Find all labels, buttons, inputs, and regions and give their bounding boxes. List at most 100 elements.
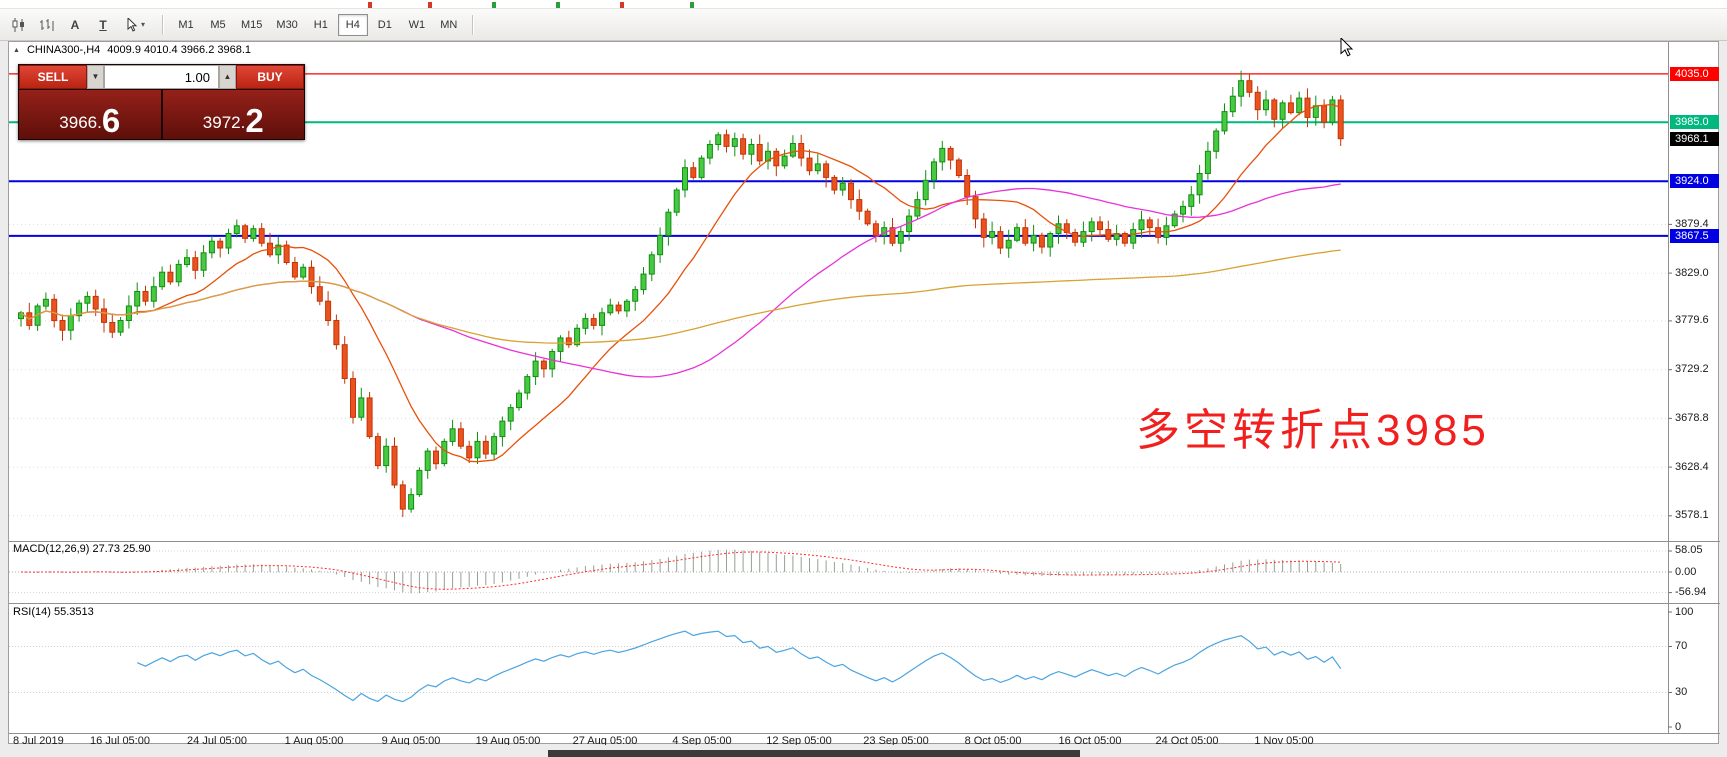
timeframe-h1-button[interactable]: H1 <box>306 14 336 36</box>
candle <box>1296 97 1303 114</box>
timeframe-m1-button[interactable]: M1 <box>171 14 201 36</box>
collapse-triangle-icon[interactable]: ▲ <box>13 46 20 54</box>
candlestick-chart-icon[interactable] <box>6 13 32 37</box>
candle <box>889 227 896 244</box>
volume-increase-button[interactable]: ▲ <box>219 65 236 89</box>
candle <box>1204 150 1211 175</box>
date-tick-label: 16 Oct 05:00 <box>1058 735 1122 747</box>
candle <box>283 244 290 264</box>
rsi-axis-label: 0 <box>1675 721 1682 733</box>
mouse-cursor <box>1340 38 1354 57</box>
bottom-strip <box>0 745 1727 757</box>
candle <box>947 147 954 161</box>
chart-canvas[interactable] <box>9 42 1720 745</box>
macd-pane <box>9 549 1668 594</box>
price-tick-label: 3829.0 <box>1675 267 1709 279</box>
grid-lines <box>9 223 1668 517</box>
candle <box>308 266 315 288</box>
candle <box>1329 99 1336 123</box>
timeframe-m15-button[interactable]: M15 <box>235 14 268 36</box>
ask-price[interactable]: 3972. 2 <box>162 90 304 139</box>
candle <box>773 150 780 167</box>
candle <box>590 318 597 326</box>
candle <box>1088 221 1095 233</box>
chevron-down-icon: ▾ <box>140 20 145 29</box>
level-price-label: 3985.0 <box>1670 115 1719 129</box>
candle <box>51 298 58 322</box>
one-click-trading-panel: SELL ▼ ▲ BUY 3966.6 3972.2 <box>18 64 305 140</box>
candle <box>159 271 166 288</box>
cursor-mode-icon[interactable]: ▾ <box>118 13 154 37</box>
candle <box>516 392 522 409</box>
volume-input[interactable] <box>104 65 219 89</box>
candle <box>1097 221 1103 231</box>
candle <box>242 225 249 239</box>
trade-controls-row: SELL ▼ ▲ BUY <box>19 65 304 89</box>
volume-decrease-button[interactable]: ▼ <box>87 65 104 89</box>
timeframe-w1-button[interactable]: W1 <box>402 14 432 36</box>
timeframe-mn-button[interactable]: MN <box>434 14 464 36</box>
candle <box>856 199 863 212</box>
candle <box>565 337 572 346</box>
rsi-pane <box>9 630 1668 703</box>
timeframe-m5-button[interactable]: M5 <box>203 14 233 36</box>
timeframe-m30-button[interactable]: M30 <box>270 14 303 36</box>
clipped-green-quote <box>690 2 694 8</box>
candle <box>640 273 647 291</box>
date-tick-label: 8 Oct 05:00 <box>964 735 1022 747</box>
candle <box>175 263 182 283</box>
candle <box>101 308 107 323</box>
candle <box>250 228 257 239</box>
candle <box>275 244 282 256</box>
candle <box>864 210 871 225</box>
date-tick-label: 27 Aug 05:00 <box>572 735 638 747</box>
timeframe-d1-button[interactable]: D1 <box>370 14 400 36</box>
toolbar-separator <box>471 14 473 35</box>
candle <box>972 196 979 220</box>
candle <box>599 312 605 326</box>
candle <box>200 252 207 271</box>
candle <box>291 262 298 278</box>
candle <box>1180 205 1186 215</box>
ma-slow <box>20 249 1341 344</box>
level-price-label: 3924.0 <box>1670 174 1719 188</box>
candle <box>831 176 838 191</box>
candle <box>1238 80 1245 97</box>
pane-frames <box>9 42 1720 734</box>
candle <box>748 144 755 155</box>
candle <box>690 167 697 178</box>
date-tick-label: 9 Aug 05:00 <box>381 735 441 747</box>
candle <box>225 233 232 249</box>
candle <box>632 289 639 302</box>
candle <box>1213 130 1220 152</box>
text-label-icon[interactable]: A <box>62 13 88 37</box>
sell-button[interactable]: SELL <box>19 65 87 89</box>
candle <box>731 138 738 147</box>
date-axis[interactable]: 8 Jul 2019 16 Jul 05:00 24 Jul 05:00 1 Aug … <box>9 734 1668 748</box>
candle <box>1030 234 1037 244</box>
candle <box>532 360 539 378</box>
candle <box>258 228 265 244</box>
candle <box>997 231 1004 249</box>
candle <box>955 159 962 176</box>
date-tick-label: 1 Nov 05:00 <box>1254 735 1314 747</box>
candle <box>682 167 688 191</box>
date-tick-label: 8 Jul 2019 <box>13 735 64 747</box>
candle <box>1014 227 1020 241</box>
candle <box>1304 97 1311 118</box>
candle <box>1246 80 1253 93</box>
price-axis[interactable]: 3879.4 3829.0 3779.6 3729.2 3678.8 3628.4 3578… <box>1669 42 1720 734</box>
candle <box>839 182 846 191</box>
candle <box>698 157 705 178</box>
candle <box>1022 227 1029 244</box>
bid-price[interactable]: 3966. 6 <box>19 90 161 139</box>
text-box-icon[interactable]: T <box>90 13 116 37</box>
candle <box>59 320 66 331</box>
candle <box>325 300 332 322</box>
buy-button[interactable]: BUY <box>236 65 304 89</box>
candle <box>931 161 937 181</box>
timeframe-h4-button[interactable]: H4 <box>337 13 368 36</box>
candle <box>1038 234 1045 248</box>
bar-chart-icon[interactable] <box>34 13 60 37</box>
clipped-quotes-strip <box>0 0 1727 9</box>
